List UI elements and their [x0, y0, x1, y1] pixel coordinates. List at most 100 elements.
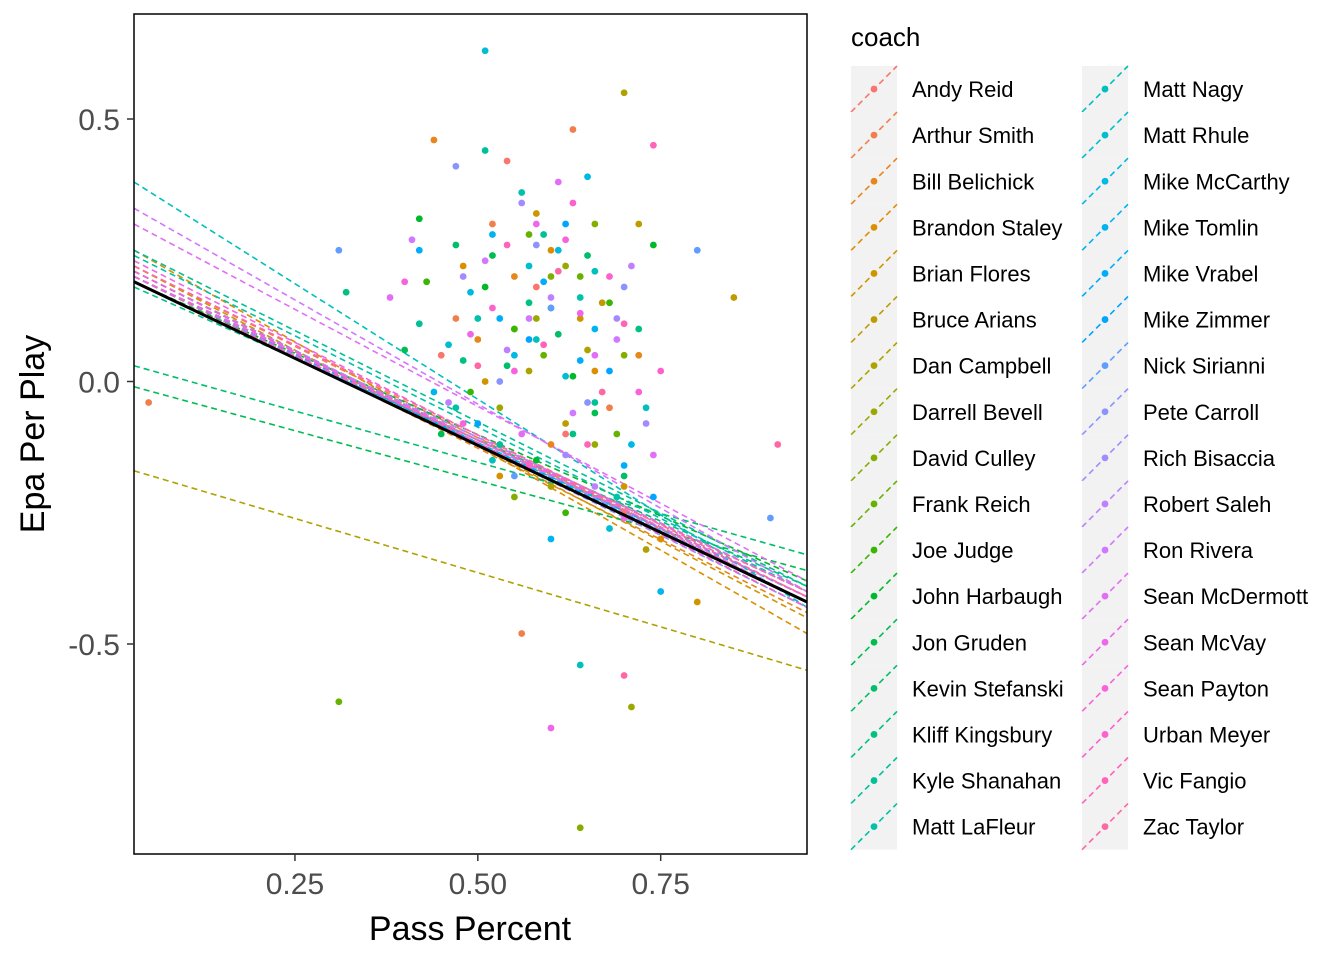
- data-point-mike-zimmer-4: [649, 493, 657, 501]
- data-point-robert-saleh-0: [547, 294, 555, 301]
- fit-line-vic-fangio: [133, 281, 808, 593]
- legend-key-point: [1101, 638, 1109, 646]
- legend-label: Pete Carroll: [1143, 400, 1259, 425]
- data-point-sean-mcvay-2: [576, 309, 584, 317]
- legend-key-point: [1101, 408, 1109, 416]
- legend-label: Sean McDermott: [1143, 584, 1308, 609]
- data-point-brandon-staley-4: [459, 262, 467, 270]
- data-point-frank-reich-4: [525, 231, 533, 238]
- legend-key-point: [870, 684, 878, 692]
- legend-item-bill-belichick: Bill Belichick: [850, 157, 1035, 205]
- legend-label: Sean Payton: [1143, 676, 1269, 701]
- legend-key-point: [1101, 362, 1109, 370]
- data-point-bill-belichick-2: [547, 441, 555, 448]
- legend-label: Bruce Arians: [912, 308, 1037, 333]
- legend-key-point: [1101, 270, 1109, 277]
- data-point-ron-rivera-2: [569, 409, 577, 417]
- data-point-rich-bisaccia-1: [562, 451, 569, 459]
- plot-panel-border: [133, 13, 808, 855]
- data-point-darrell-bevell-1: [591, 441, 599, 448]
- data-point-nick-sirianni-1: [693, 246, 701, 254]
- legend-item-urban-meyer: Urban Meyer: [1081, 710, 1270, 759]
- data-point-vic-fangio-0: [649, 141, 657, 149]
- data-point-kevin-stefanski-3: [503, 362, 511, 370]
- legend-key-point: [870, 500, 878, 508]
- overall-fit-line: [133, 280, 808, 604]
- data-point-arthur-smith-3: [606, 404, 613, 412]
- data-point-vic-fangio-1: [540, 341, 548, 349]
- fit-line-brian-flores: [133, 265, 808, 619]
- legend-label: Jon Gruden: [912, 630, 1027, 655]
- legend-label: Mike Zimmer: [1143, 308, 1270, 333]
- legend-item-ron-rivera: Ron Rivera: [1081, 526, 1254, 574]
- legend-label: Arthur Smith: [912, 123, 1034, 148]
- data-point-dan-campbell-0: [620, 89, 628, 97]
- data-point-bill-belichick-3: [635, 351, 643, 359]
- y-tick-label-2: -0.5: [68, 629, 120, 662]
- data-point-vic-fangio-3: [503, 241, 511, 249]
- data-point-vic-fangio-2: [584, 441, 591, 448]
- data-point-kevin-stefanski-2: [620, 472, 628, 480]
- fit-line-kyle-shanahan: [133, 249, 808, 587]
- data-point-sean-mcdermott-4: [649, 451, 657, 459]
- data-point-mike-zimmer-2: [606, 367, 613, 375]
- legend-label: Ron Rivera: [1143, 538, 1254, 563]
- legend-key-point: [870, 638, 878, 646]
- data-point-ron-rivera-1: [525, 315, 533, 322]
- legend-label: Bill Belichick: [912, 169, 1035, 194]
- overall-fit: [133, 280, 808, 604]
- data-point-kevin-stefanski-0: [452, 241, 460, 249]
- data-point-ron-rivera-0: [408, 236, 416, 244]
- legend-item-frank-reich: Frank Reich: [850, 480, 1031, 528]
- data-point-mike-vrabel-0: [415, 246, 423, 254]
- data-point-frank-reich-3: [613, 430, 621, 438]
- data-point-mike-vrabel-3: [620, 462, 628, 469]
- legend-label: Zac Taylor: [1143, 815, 1244, 840]
- legend-key-point: [870, 362, 878, 370]
- data-point-brandon-staley-3: [657, 535, 665, 543]
- data-point-sean-payton-4: [459, 420, 467, 427]
- fit-line-dan-campbell: [133, 469, 808, 672]
- legend-key-point: [870, 85, 878, 93]
- legend-label: Frank Reich: [912, 492, 1031, 517]
- data-point-darrell-bevell-3: [562, 262, 569, 270]
- data-point-rich-bisaccia-4: [642, 420, 650, 427]
- legend-key-point: [870, 454, 878, 462]
- legend-key-point: [1101, 592, 1109, 600]
- data-point-jon-gruden-1: [489, 252, 496, 259]
- data-point-mike-mccarthy-0: [584, 173, 591, 181]
- legend-item-mike-tomlin: Mike Tomlin: [1081, 203, 1259, 251]
- data-point-matt-lafleur-1: [518, 189, 526, 196]
- data-point-david-culley-4: [591, 220, 599, 228]
- data-point-mike-tomlin-0: [547, 535, 555, 543]
- data-point-matt-lafleur-0: [474, 315, 482, 322]
- legend-label: Vic Fangio: [1143, 769, 1247, 794]
- data-point-mike-mccarthy-4: [467, 288, 474, 296]
- y-axis-ticks: 0.5 0.0 -0.5: [68, 104, 134, 662]
- data-point-sean-payton-2: [562, 236, 569, 244]
- legend-key-point: [1101, 500, 1109, 508]
- data-point-arthur-smith-2: [489, 220, 496, 228]
- data-point-rich-bisaccia-0: [518, 199, 526, 207]
- data-point-david-culley-3: [510, 493, 518, 501]
- data-point-dan-campbell-2: [547, 483, 555, 490]
- data-point-bruce-arians-2: [562, 420, 569, 427]
- data-point-darrell-bevell-4: [496, 404, 504, 412]
- data-point-pete-carroll-3: [496, 378, 504, 385]
- data-point-jon-gruden-2: [591, 409, 599, 417]
- legend-key-point: [870, 731, 878, 738]
- data-point-ron-rivera-3: [613, 336, 621, 343]
- data-point-frank-reich-1: [540, 351, 548, 359]
- data-point-david-culley-1: [547, 273, 555, 280]
- data-point-bill-belichick-0: [430, 136, 438, 144]
- legend-label: Dan Campbell: [912, 354, 1051, 379]
- legend-key-point: [1101, 85, 1109, 93]
- data-point-nick-sirianni-0: [335, 246, 343, 254]
- data-point-kliff-kingsbury-4: [635, 325, 643, 333]
- data-point-mike-mccarthy-1: [510, 351, 518, 359]
- legend-label: Sean McVay: [1143, 630, 1266, 655]
- data-point-joe-judge-0: [423, 278, 431, 286]
- data-point-matt-rhule-0: [481, 47, 489, 55]
- data-point-joe-judge-4: [467, 388, 474, 396]
- data-point-mike-vrabel-2: [576, 357, 584, 364]
